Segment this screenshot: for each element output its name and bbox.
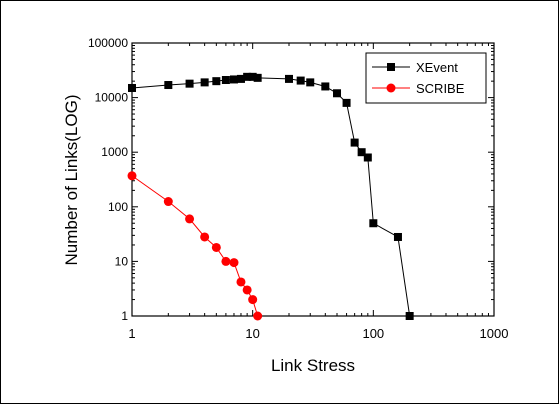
series-point	[185, 79, 194, 88]
series-point	[350, 138, 359, 147]
series-point	[243, 72, 252, 81]
x-tick-label: 10	[245, 326, 259, 341]
series-point	[248, 295, 258, 305]
legend-entry-xevent: XEvent	[372, 60, 458, 75]
legend-label: XEvent	[416, 60, 458, 75]
series-point	[253, 311, 263, 321]
series-layer	[127, 72, 414, 321]
series-point	[342, 98, 351, 107]
series-xevent	[128, 72, 414, 320]
series-point	[163, 197, 173, 207]
series-point	[363, 153, 372, 162]
series-point	[393, 232, 402, 241]
legend-box	[365, 52, 487, 104]
series-point	[405, 312, 414, 320]
y-tick-label: 1000	[101, 145, 128, 159]
series-point	[164, 81, 173, 90]
series-line	[131, 175, 259, 317]
series-point	[296, 76, 305, 85]
series-point	[387, 63, 395, 71]
y-tick-label: 1	[121, 309, 128, 323]
series-point	[253, 73, 262, 82]
x-axis-label: Link Stress	[271, 356, 355, 375]
series-point	[200, 78, 209, 87]
series-point	[229, 258, 239, 268]
legend-label: SCRIBE	[416, 81, 465, 96]
series-point	[333, 89, 342, 98]
legend-entry-scribe: SCRIBE	[372, 81, 465, 96]
series-point	[200, 232, 210, 242]
series-point	[248, 72, 257, 81]
y-tick-label: 10000	[95, 91, 129, 105]
series-point	[284, 74, 293, 83]
series-point	[211, 242, 221, 252]
x-tick-label: 1000	[480, 326, 509, 341]
series-point	[236, 74, 245, 83]
y-tick-label: 100000	[88, 36, 128, 50]
series-point	[357, 148, 366, 157]
series-point	[185, 214, 195, 224]
legend: XEvent SCRIBE	[365, 52, 487, 104]
series-point	[321, 82, 330, 91]
series-scribe	[127, 171, 263, 321]
series-point	[306, 78, 315, 87]
series-point	[221, 256, 231, 266]
series-point	[229, 75, 238, 84]
x-tick-label: 100	[362, 326, 384, 341]
y-tick-label: 100	[108, 200, 128, 214]
series-point	[221, 76, 230, 85]
y-tick-label: 10	[115, 254, 129, 268]
series-point	[128, 83, 136, 92]
series-point	[127, 171, 137, 181]
series-line	[131, 76, 411, 317]
x-tick-label: 1	[128, 326, 135, 341]
series-point	[212, 77, 221, 86]
series-point	[236, 277, 246, 287]
series-point	[369, 219, 378, 228]
series-point	[386, 83, 396, 93]
series-point	[242, 285, 252, 295]
y-axis-label: Number of Links(LOG)	[62, 95, 81, 266]
